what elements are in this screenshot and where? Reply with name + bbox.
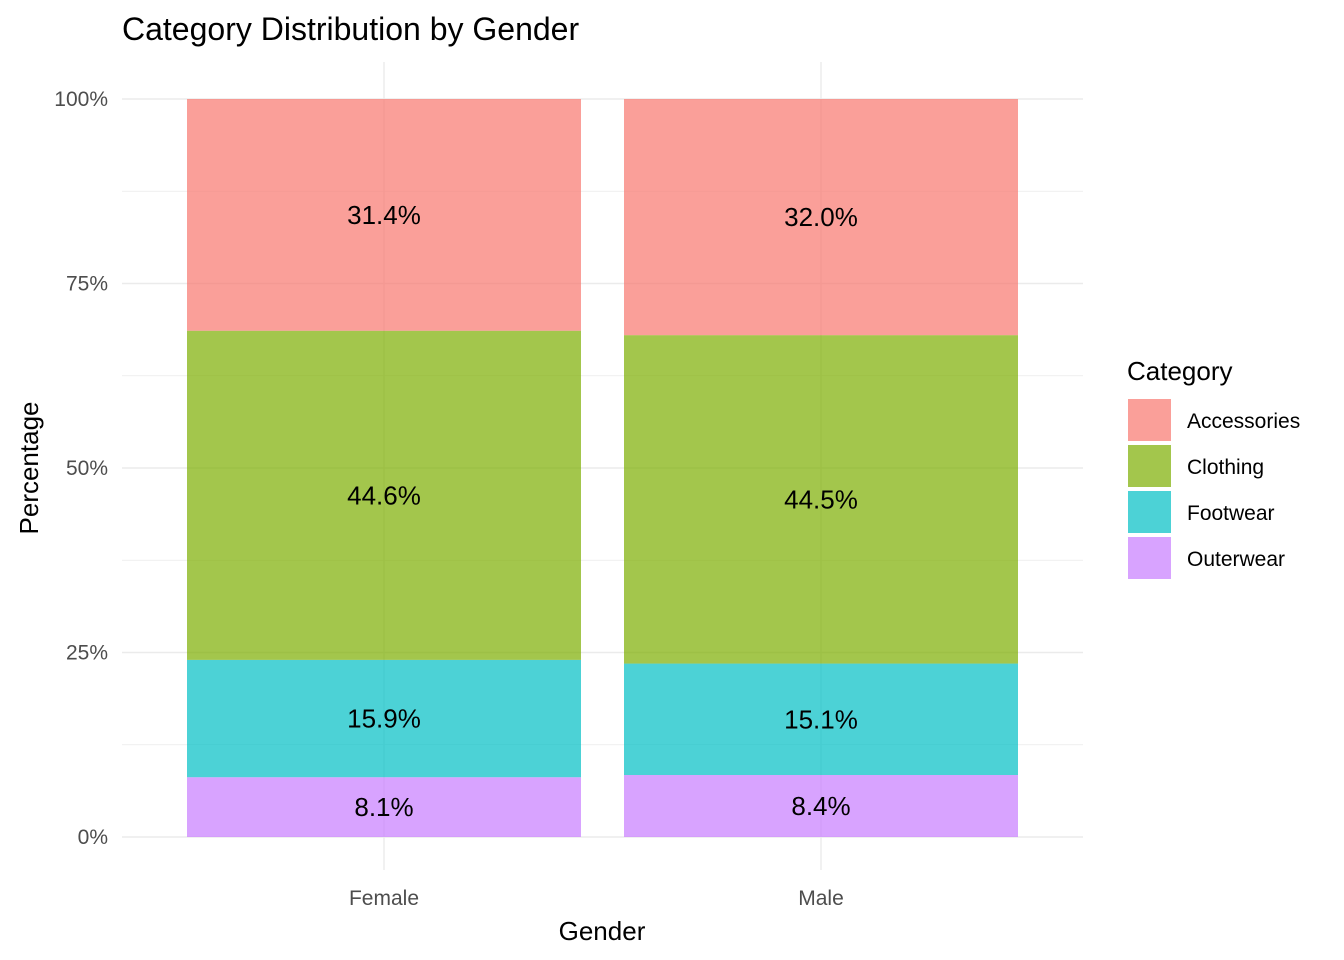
bar-segment-female-clothing [187,330,581,660]
bar-segment-male-clothing [624,335,1018,664]
legend-key-outerwear [1128,537,1171,579]
legend-title: Category [1127,356,1233,386]
x-axis-title: Gender [559,916,646,946]
y-tick-label: 0% [78,826,108,849]
legend-key-footwear [1128,491,1171,533]
data-label-male-footwear: 15.1% [784,704,858,734]
x-axis-ticks: Female Male [349,887,844,910]
x-tick-label: Male [798,887,844,910]
y-tick-label: 50% [66,457,108,480]
stacked-bars [187,99,1018,837]
bar-segment-male-footwear [624,663,1018,776]
bar-segment-male-outerwear [624,775,1018,837]
data-label-male-clothing: 44.5% [784,484,858,514]
chart-title: Category Distribution by Gender [122,11,579,47]
legend: Category Accessories Clothing Footwear Oute… [1127,356,1300,579]
y-tick-label: 75% [66,273,108,296]
data-label-female-outerwear: 8.1% [354,792,413,822]
legend-label-footwear: Footwear [1187,502,1275,525]
bar-segment-female-outerwear [187,777,581,837]
data-label-male-outerwear: 8.4% [791,791,850,821]
bar-segment-female-footwear [187,659,581,778]
bar-segment-female-accessories [187,99,581,331]
bar-segment-male-accessories [624,99,1018,336]
data-label-female-clothing: 44.6% [347,480,421,510]
data-label-male-accessories: 32.0% [784,202,858,232]
y-tick-label: 100% [54,88,108,111]
legend-label-clothing: Clothing [1187,456,1264,479]
legend-key-clothing [1128,445,1171,487]
segment-labels: 8.1% 15.9% 44.6% 31.4% 8.4% 15.1% 44.5% 32.0% [347,200,858,822]
y-tick-label: 25% [66,642,108,665]
data-label-female-accessories: 31.4% [347,200,421,230]
y-axis-title: Percentage [14,402,44,535]
data-label-female-footwear: 15.9% [347,704,421,734]
legend-label-outerwear: Outerwear [1187,548,1285,571]
legend-key-accessories [1128,399,1171,441]
y-axis-ticks: 0% 25% 50% 75% 100% [54,88,108,849]
x-tick-label: Female [349,887,419,910]
legend-label-accessories: Accessories [1187,410,1300,433]
